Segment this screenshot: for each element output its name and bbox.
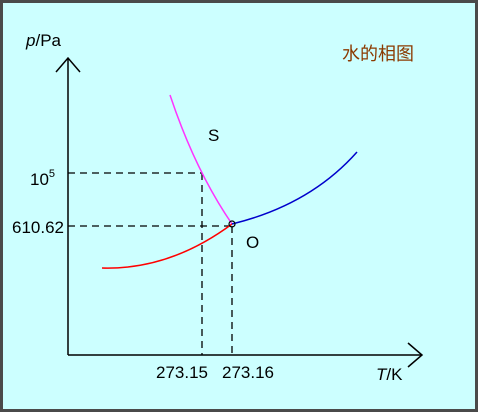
title: 水的相图: [342, 44, 414, 64]
y-axis-label: p/Pa: [25, 31, 62, 50]
y-symbol: p: [25, 31, 35, 50]
x-axis-label: T/K: [376, 365, 403, 384]
axes: [55, 56, 424, 368]
x-label-triple: 273.16: [222, 363, 274, 382]
x-unit: /K: [386, 365, 403, 384]
melting-curve: [169, 94, 233, 225]
sublimation-curve: [101, 223, 233, 269]
exponent: 5: [49, 168, 55, 180]
y-unit: /Pa: [35, 31, 61, 50]
vaporization-curve: [231, 151, 358, 225]
y-arrow: [55, 56, 81, 73]
point-label: O: [246, 233, 259, 252]
triple-point: [228, 220, 236, 228]
x-label-melting: 273.15: [156, 363, 208, 382]
guides: [68, 172, 233, 355]
base: 10: [30, 170, 49, 189]
x-arrow: [407, 342, 424, 368]
y-label-high: 105: [30, 168, 55, 189]
x-symbol: T: [376, 365, 388, 384]
point-label: S: [208, 126, 219, 145]
y-label-triple: 610.62: [12, 218, 64, 237]
